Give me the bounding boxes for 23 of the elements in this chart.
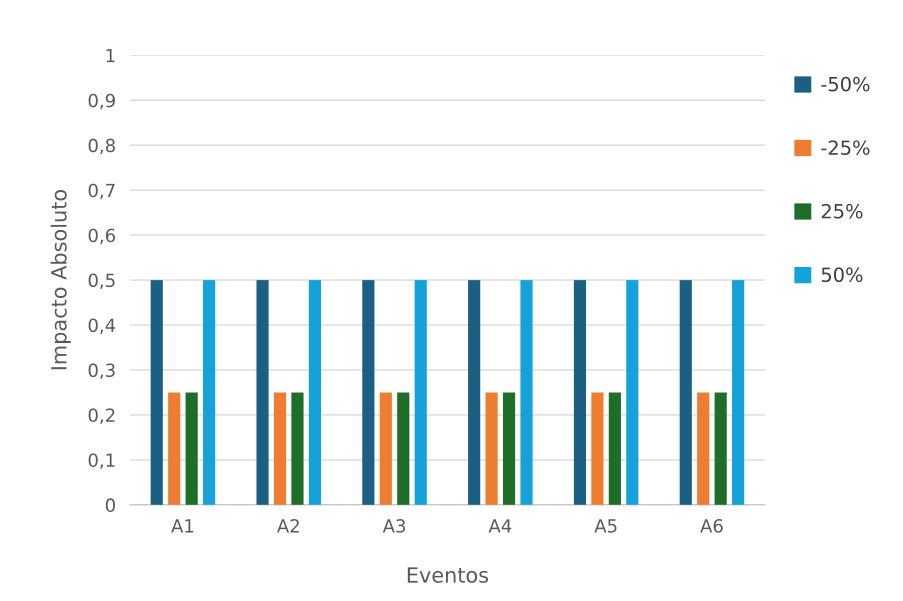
y-tick-label: 1: [106, 48, 114, 62]
y-tick-label: 0,4: [88, 318, 116, 334]
legend-label: 50%: [822, 267, 862, 282]
legend-label: 25%: [822, 204, 862, 219]
x-axis-title: Eventos: [408, 567, 488, 583]
x-tick-label: A2: [276, 519, 299, 532]
y-tick-label: 0,3: [88, 363, 115, 379]
x-tick-label: A3: [382, 519, 406, 533]
legend-label: -25%: [821, 140, 870, 156]
y-tick-label: 0,2: [88, 408, 114, 424]
y-tick-label: 0,5: [88, 274, 115, 290]
x-tick-label: A1: [171, 519, 194, 532]
y-tick-label: 0: [106, 498, 115, 512]
y-tick-label: 0,9: [88, 94, 115, 110]
y-axis-title: Impacto Absoluto: [50, 190, 71, 370]
x-tick-label: A5: [594, 519, 616, 533]
x-tick-label: A4: [488, 519, 512, 532]
y-tick-label: 0,1: [88, 453, 114, 469]
y-tick-label: 0,7: [88, 184, 115, 200]
legend-label: -50%: [821, 76, 870, 92]
y-tick-label: 0,8: [88, 138, 115, 154]
y-tick-label: 0,6: [88, 228, 116, 244]
x-tick-label: A6: [700, 519, 723, 533]
